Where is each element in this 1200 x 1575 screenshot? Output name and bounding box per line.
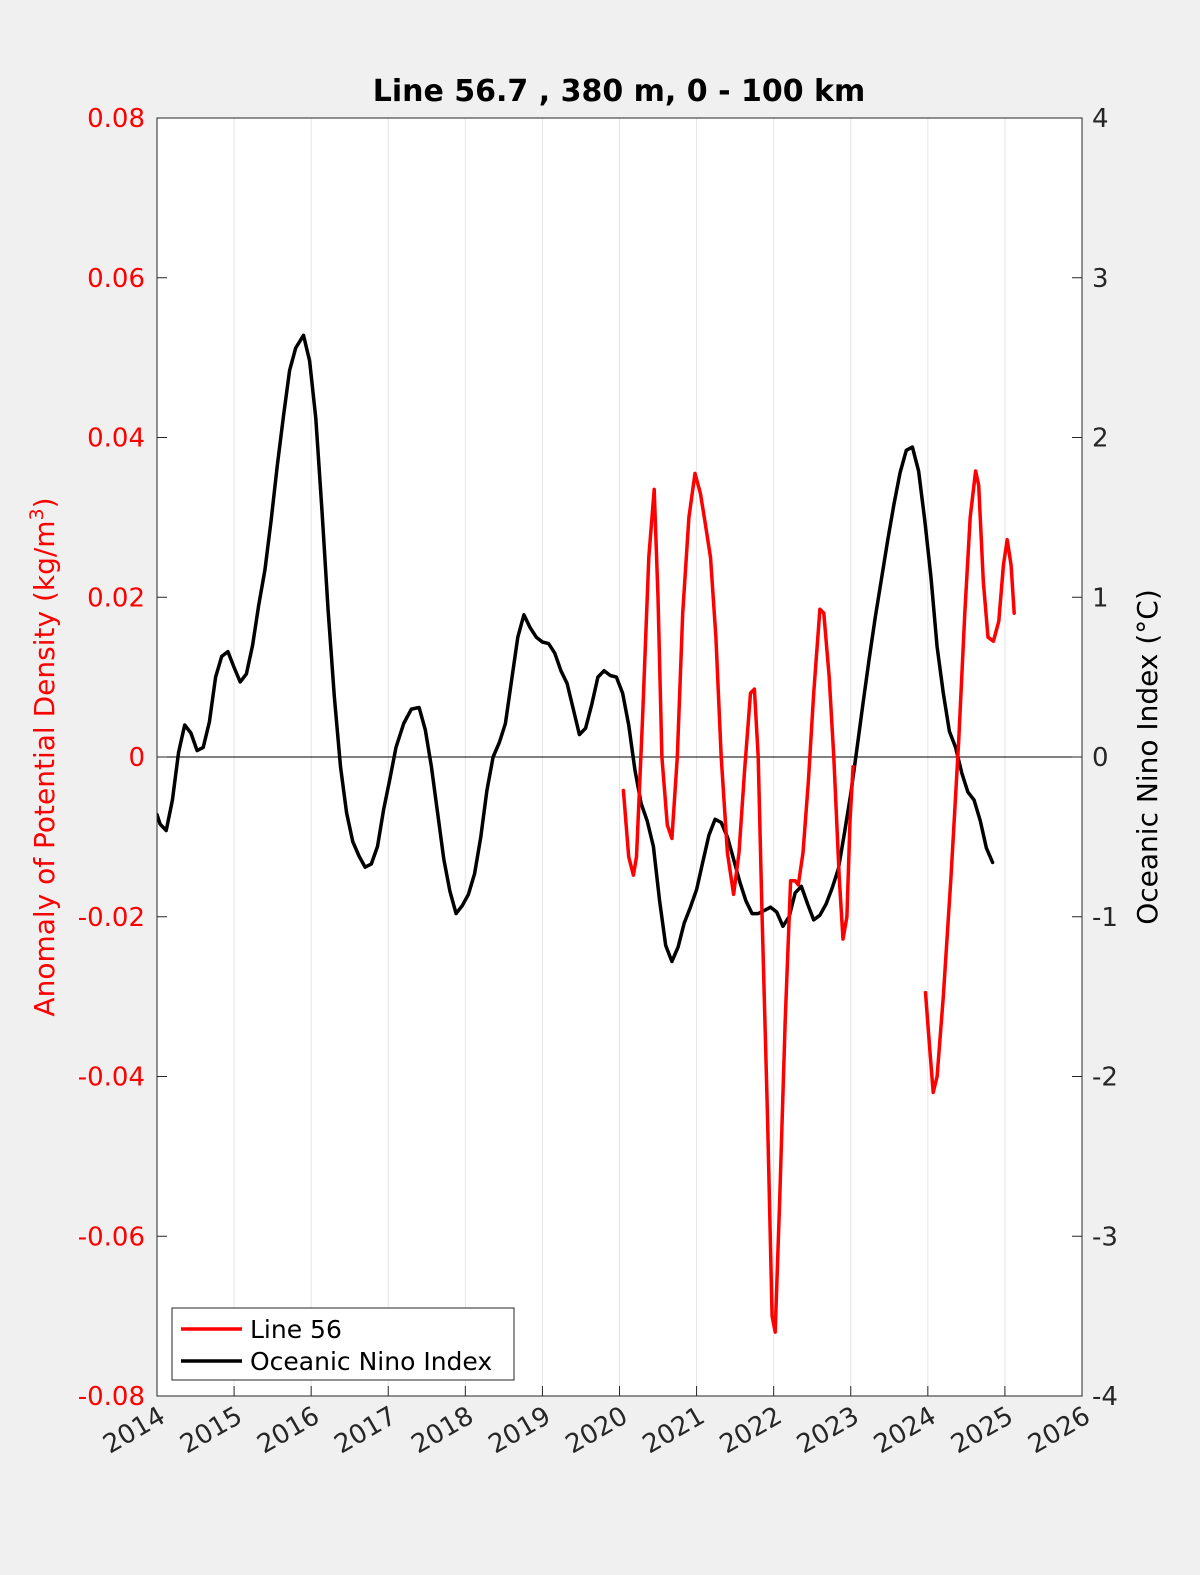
y-right-tick-label--1: -1: [1092, 903, 1118, 933]
legend-label-oni: Oceanic Nino Index: [250, 1347, 492, 1376]
y-right-tick-label-3: 3: [1092, 264, 1109, 294]
chart-title: Line 56.7 , 380 m, 0 - 100 km: [373, 74, 866, 109]
series-line-line56-segment-2: [923, 469, 1016, 1095]
y-axis-left-label-close: ): [28, 497, 61, 508]
y-left-tick-label--0.08: -0.08: [78, 1382, 145, 1412]
y-right-tick-label-1: 1: [1092, 583, 1109, 613]
y-left-tick-label-0.08: 0.08: [87, 104, 145, 134]
series-layer: [157, 333, 1016, 1334]
legend: Line 56 Oceanic Nino Index: [171, 1307, 515, 1381]
y-axis-left-label-main: Anomaly of Potential Density (kg/m: [28, 520, 61, 1016]
y-left-tick-label--0.02: -0.02: [78, 903, 145, 933]
y-right-tick-label--3: -3: [1092, 1222, 1118, 1252]
y-right-tick-label--4: -4: [1092, 1382, 1118, 1412]
y-right-tick-label-4: 4: [1092, 104, 1109, 134]
y-right-tick-label-2: 2: [1092, 424, 1109, 454]
y-axis-right: 4 3 2 1 0 -1 -2 -3 -4: [1072, 104, 1118, 1412]
y-left-tick-label-0: 0: [128, 743, 145, 773]
legend-label-line56: Line 56: [250, 1315, 342, 1344]
y-right-tick-label-0: 0: [1092, 743, 1109, 773]
y-right-tick-label--2: -2: [1092, 1063, 1118, 1093]
legend-box: [171, 1307, 515, 1381]
y-left-tick-label-0.06: 0.06: [87, 264, 145, 294]
y-axis-right-label: Oceanic Nino Index (°C): [1131, 589, 1164, 925]
y-left-tick-label--0.04: -0.04: [78, 1063, 145, 1093]
y-left-tick-label-0.02: 0.02: [87, 583, 145, 613]
y-axis-left: 0.08 0.06 0.04 0.02 0 -0.02 -0.04 -0.06 -0.08: [78, 104, 167, 1412]
series-line-line56-segment-1: [621, 471, 855, 1334]
y-left-tick-label-0.04: 0.04: [87, 424, 145, 454]
y-left-tick-label--0.06: -0.06: [78, 1222, 145, 1252]
y-axis-left-label: Anomaly of Potential Density (kg/m3): [26, 497, 61, 1016]
y-axis-left-label-sup: 3: [26, 508, 48, 520]
